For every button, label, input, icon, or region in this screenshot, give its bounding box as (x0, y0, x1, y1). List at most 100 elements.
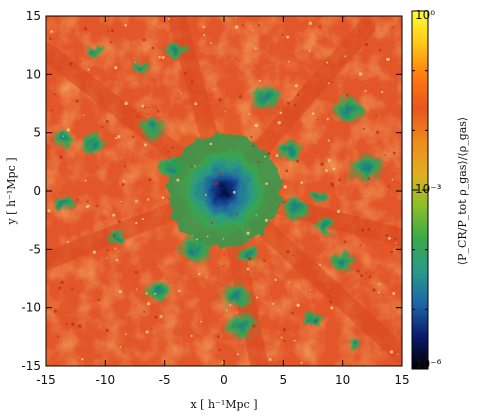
speckle (397, 353, 399, 355)
speckle (235, 212, 239, 215)
speckle (66, 240, 69, 244)
speckle (331, 81, 334, 84)
speckle (105, 328, 109, 332)
green-blob (165, 42, 188, 60)
green-blob (137, 114, 168, 139)
speckle (292, 254, 295, 256)
speckle (205, 276, 208, 278)
speckle (255, 214, 257, 216)
speckle (283, 339, 286, 343)
speckle (92, 250, 97, 254)
speckle (95, 204, 99, 208)
speckle (250, 135, 253, 139)
speckle (283, 201, 286, 204)
speckle (115, 258, 119, 262)
speckle (320, 162, 324, 166)
speckle (112, 234, 116, 238)
speckle (190, 80, 194, 84)
speckle (47, 209, 51, 213)
speckle (222, 265, 225, 267)
y-tick-label: 10 (26, 67, 41, 81)
x-tick-label: -15 (36, 373, 56, 387)
speckle (124, 23, 128, 27)
speckle (135, 221, 138, 225)
speckle (345, 94, 349, 97)
y-tick-label: 5 (33, 126, 41, 140)
speckle (87, 68, 90, 71)
green-blob (79, 133, 108, 156)
speckle (317, 118, 319, 121)
green-blob (51, 128, 77, 149)
speckle (125, 333, 127, 335)
speckle (370, 110, 373, 112)
speckle (364, 89, 367, 93)
speckle (381, 90, 384, 94)
speckle (236, 353, 239, 356)
speckle (248, 113, 250, 115)
speckle (327, 139, 330, 142)
speckle (222, 238, 225, 240)
speckle (300, 361, 303, 364)
speckle (112, 213, 116, 217)
speckle (296, 93, 300, 97)
y-axis-label: y [ h⁻¹Mpc ] (5, 157, 18, 225)
speckle (263, 259, 266, 262)
speckle (107, 30, 110, 32)
speckle (235, 57, 238, 60)
speckle (137, 115, 140, 118)
speckle (377, 291, 380, 294)
speckle (50, 109, 53, 112)
speckle (75, 99, 79, 103)
speckle (203, 34, 206, 37)
speckle (344, 55, 346, 58)
speckle (258, 234, 260, 236)
speckle (101, 126, 104, 129)
y-tick-label: 0 (33, 184, 41, 198)
speckle (198, 272, 201, 276)
speckle (327, 158, 331, 163)
speckle (242, 24, 244, 27)
green-blob (280, 196, 311, 221)
speckle (114, 137, 117, 140)
speckle (327, 82, 330, 85)
speckle (257, 161, 260, 164)
speckle (328, 294, 331, 297)
green-blob (249, 84, 282, 111)
x-tick-label: 5 (280, 373, 288, 387)
speckle (218, 348, 221, 352)
speckle (58, 286, 61, 290)
speckle (151, 46, 155, 50)
speckle (62, 135, 65, 137)
speckle (79, 61, 82, 63)
speckle (194, 165, 197, 167)
speckle (176, 178, 180, 182)
speckle (195, 164, 198, 167)
speckle (255, 316, 258, 318)
y-tick-label: -15 (21, 359, 41, 373)
colorbar-tick-label: 10⁻³ (415, 182, 442, 196)
colorbar: 10⁰ 10⁻³ 10⁻⁶ ⟨P_CR/P_tot ρ_gas⟩/⟨ρ_gas⟩ (411, 8, 469, 371)
y-axis: -15 -10 -5 0 5 10 15 (21, 9, 402, 373)
colorbar-tick-label: 10⁰ (415, 8, 435, 22)
speckle (86, 200, 89, 203)
speckle (47, 147, 49, 149)
central-halo-core (180, 147, 268, 235)
speckle (159, 315, 163, 318)
speckle (147, 106, 150, 109)
speckle (206, 235, 209, 238)
green-blob (310, 189, 328, 204)
speckle (171, 146, 174, 149)
speckle (272, 302, 275, 305)
speckle (130, 44, 132, 47)
speckle (52, 55, 55, 57)
green-blob (84, 44, 103, 58)
speckle (114, 66, 118, 70)
x-tick-label: -10 (96, 373, 116, 387)
speckle (326, 61, 329, 64)
speckle (365, 272, 367, 274)
speckle (291, 311, 294, 315)
speckle (178, 289, 181, 293)
speckle (59, 155, 63, 159)
speckle (384, 154, 387, 157)
green-blob (143, 278, 174, 303)
